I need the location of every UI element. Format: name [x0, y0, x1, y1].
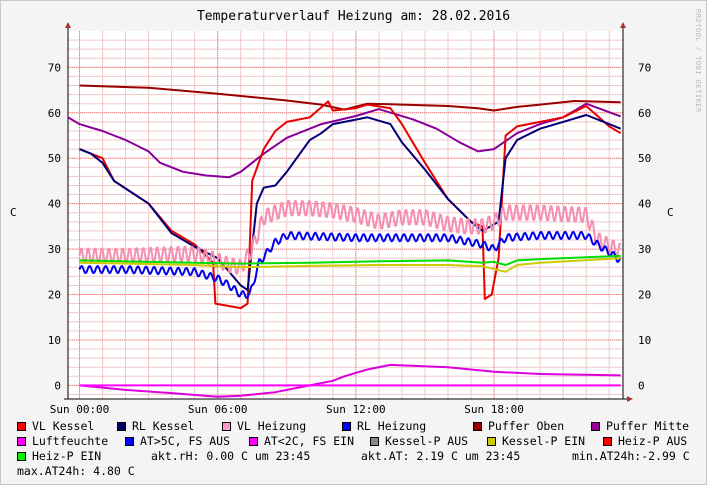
- watermark: RRDTOOL / TOBI OETIKER: [694, 9, 702, 113]
- legend-swatch: [603, 436, 612, 446]
- series-line-luftfeuchte: [79, 363, 621, 398]
- legend-item-heiz-p-aus: Heiz-P AUS: [603, 434, 687, 448]
- legend-label: Kessel-P EIN: [502, 434, 586, 448]
- legend-swatch: [125, 436, 134, 446]
- legend-item-puffer-mitte: Puffer Mitte: [591, 419, 689, 433]
- legend-label: RL Heizung: [357, 419, 427, 433]
- x-axis-arrow: [627, 396, 633, 402]
- y-tick-label-right: 10: [638, 334, 651, 347]
- stat-outdoor-temp: akt.AT: 2.19 C um 23:45: [361, 449, 521, 463]
- legend-swatch: [17, 421, 26, 431]
- y-tick-label-left: 20: [48, 289, 61, 302]
- y-tick-label-left: 50: [48, 152, 61, 165]
- y-tick-label-left: 60: [48, 107, 61, 120]
- y-tick-label-left: 10: [48, 334, 61, 347]
- y-axis-arrow-right: [620, 22, 626, 28]
- legend-label: Puffer Oben: [488, 419, 565, 433]
- legend-item-at-2c-fs-ein: AT<2C, FS EIN: [249, 434, 354, 448]
- x-tick-label: Sun 12:00: [326, 403, 386, 416]
- stat-humidity: akt.rH: 0.00 C um 23:45: [151, 449, 311, 463]
- y-tick-label-right: 50: [638, 152, 651, 165]
- y-axis-label-right: C: [667, 206, 674, 219]
- stat-max-temp: max.AT24h: 4.80 C: [17, 464, 135, 478]
- legend-item-kessel-p-ein: Kessel-P EIN: [487, 434, 585, 448]
- y-tick-label-right: 20: [638, 289, 651, 302]
- legend-swatch: [117, 421, 126, 431]
- legend-label: RL Kessel: [132, 419, 195, 433]
- legend-label: VL Heizung: [237, 419, 307, 433]
- legend-label: Kessel-P AUS: [385, 434, 469, 448]
- legend-swatch: [487, 436, 496, 446]
- x-tick-label: Sun 18:00: [464, 403, 524, 416]
- legend-item-rl-kessel: RL Kessel: [117, 419, 194, 433]
- legend-swatch: [342, 421, 351, 431]
- legend-label: Heiz-P EIN: [32, 449, 102, 463]
- y-tick-label-left: 70: [48, 61, 61, 74]
- y-tick-label-right: 60: [638, 107, 651, 120]
- y-axis-arrow-left: [65, 22, 71, 28]
- legend-item-heiz-p-ein: Heiz-P EIN: [17, 449, 101, 463]
- series-line-vl-kessel: [79, 100, 622, 310]
- y-tick-label-right: 30: [638, 243, 651, 256]
- y-tick-label-right: 70: [638, 61, 651, 74]
- legend-label: AT>5C, FS AUS: [140, 434, 231, 448]
- legend-swatch: [591, 421, 600, 431]
- series-line-rl-kessel: [79, 114, 622, 291]
- stat-min-temp: min.AT24h:-2.99 C: [572, 449, 690, 463]
- chart-title: Temperaturverlauf Heizung am: 28.02.2016: [196, 9, 511, 24]
- legend-item-vl-kessel: VL Kessel: [17, 419, 94, 433]
- legend-swatch: [473, 421, 482, 431]
- y-tick-label-left: 0: [54, 379, 61, 392]
- legend-label: AT<2C, FS EIN: [264, 434, 355, 448]
- y-tick-label-left: 30: [48, 243, 61, 256]
- x-tick-label: Sun 00:00: [50, 403, 110, 416]
- series-line-puffer-mitte: [67, 102, 622, 179]
- series-line-vl-heizung: [78, 200, 622, 275]
- legend-swatch: [17, 451, 26, 461]
- legend-label: VL Kessel: [32, 419, 95, 433]
- legend-swatch: [370, 436, 379, 446]
- legend-item-rl-heizung: RL Heizung: [342, 419, 426, 433]
- legend: Puffer Mitte Puffer Oben RL Heizung VL Heiz…: [17, 419, 707, 479]
- series-line-puffer-oben: [79, 84, 621, 112]
- plot-area: 0 0 10 10 20 20 30 30 40 40 50 50 60 60 70 70 Sun 00:00 S…: [48, 22, 651, 416]
- series-line-rl-heizung: [78, 230, 622, 299]
- series-line-heiz-p-ein: [79, 254, 621, 266]
- legend-item-luftfeuchte: Luftfeuchte: [17, 434, 108, 448]
- y-tick-label-left: 40: [48, 198, 61, 211]
- legend-item-at-5c-fs-aus: AT>5C, FS AUS: [125, 434, 230, 448]
- legend-swatch: [249, 436, 258, 446]
- legend-item-puffer-oben: Puffer Oben: [473, 419, 564, 433]
- legend-swatch: [222, 421, 231, 431]
- legend-label: Luftfeuchte: [32, 434, 109, 448]
- y-tick-label-right: 40: [638, 198, 651, 211]
- series-line-kessel-p-ein: [79, 257, 621, 273]
- legend-label: Heiz-P AUS: [618, 434, 688, 448]
- legend-item-kessel-p-aus: Kessel-P AUS: [370, 434, 468, 448]
- legend-label: Puffer Mitte: [606, 419, 690, 433]
- legend-item-vl-heizung: VL Heizung: [222, 419, 306, 433]
- legend-swatch: [17, 436, 26, 446]
- y-axis-label-left: C: [10, 206, 17, 219]
- x-tick-label: Sun 06:00: [188, 403, 248, 416]
- y-tick-label-right: 0: [638, 379, 645, 392]
